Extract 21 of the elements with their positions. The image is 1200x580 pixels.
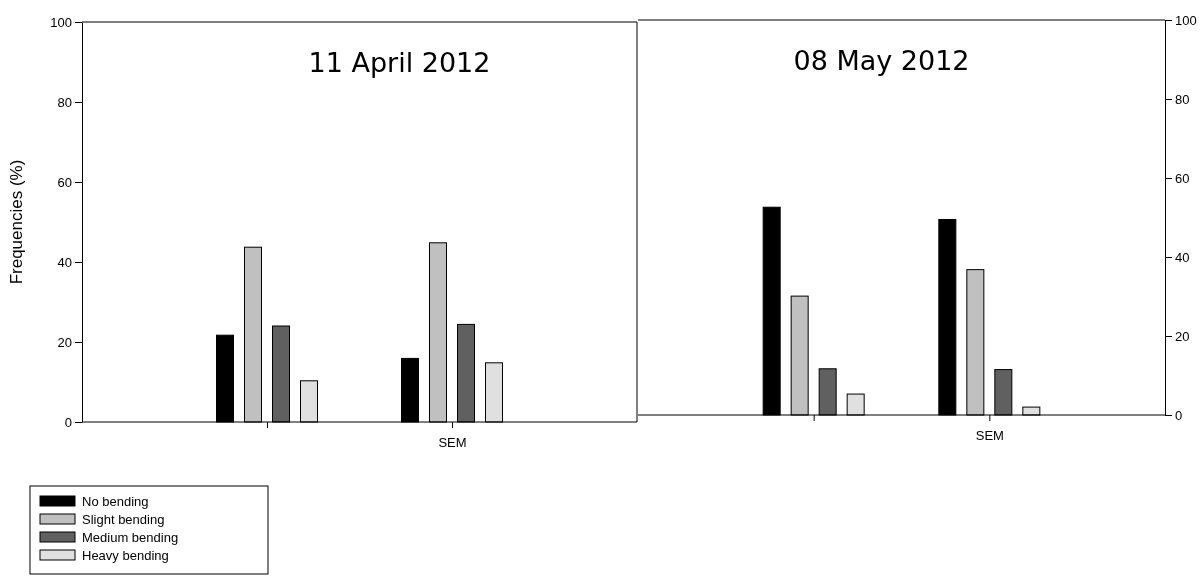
text: 11 April 2012 [308, 47, 491, 78]
legend-label: Slight bending [82, 512, 165, 527]
y-tick-label: 20 [57, 334, 72, 350]
y-axis-title: Frequencies (%) [7, 159, 26, 285]
y-tick-label: 100 [50, 14, 72, 30]
y-tick-label: 0 [64, 414, 72, 430]
y-tick-label: 40 [57, 254, 72, 270]
y-tick-label: 0 [1175, 407, 1183, 423]
y-tick-label: 60 [1175, 170, 1190, 186]
y-tick-label: 100 [1175, 12, 1197, 28]
legend-label: Medium bending [82, 530, 179, 545]
y-tick-label: 80 [57, 94, 72, 110]
legend-label: Heavy bending [82, 548, 169, 563]
y-tick-label: 60 [57, 174, 72, 190]
text: 08 May 2012 [793, 45, 970, 76]
x-tick-label: SEM [975, 427, 1004, 443]
legend-label: No bending [82, 494, 149, 509]
y-tick-label: 20 [1175, 328, 1190, 344]
x-tick-label: SEM [438, 434, 467, 450]
y-tick-label: 40 [1175, 249, 1190, 265]
y-tick-label: 80 [1175, 91, 1190, 107]
